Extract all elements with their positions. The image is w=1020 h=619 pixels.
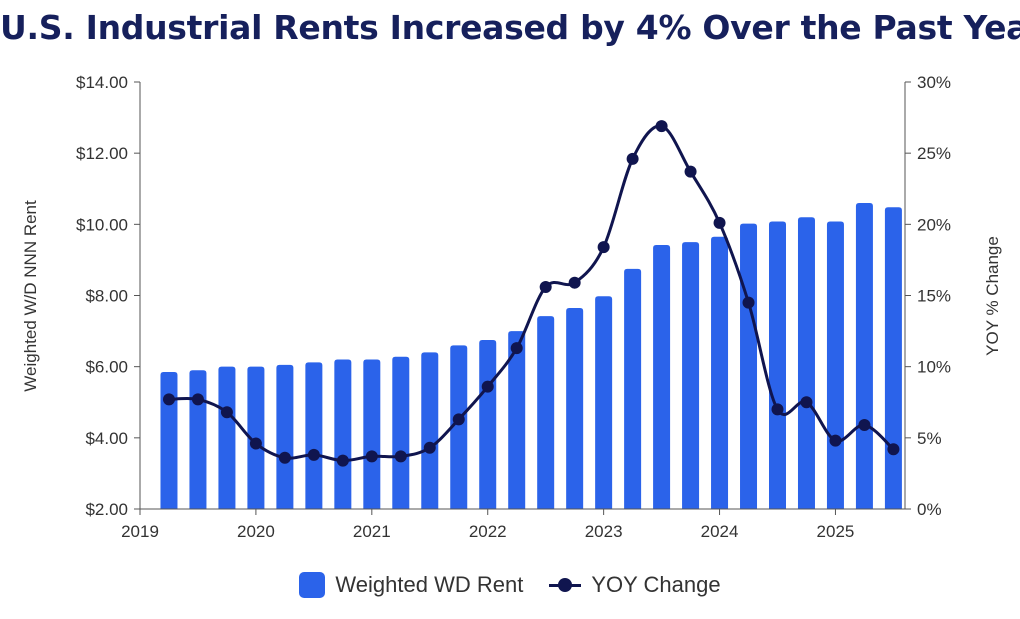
rent-bar	[566, 307, 584, 509]
rent-bar	[653, 244, 671, 509]
legend-item-yoy[interactable]: YOY Change	[549, 572, 721, 598]
axes-layer	[134, 81, 911, 515]
yoy-point	[220, 406, 233, 419]
yoy-point	[829, 434, 842, 447]
rent-bar	[595, 296, 613, 509]
legend-label-yoy: YOY Change	[591, 572, 721, 597]
yoy-point	[568, 276, 581, 289]
yoy-point	[481, 380, 494, 393]
rent-bar	[363, 359, 381, 509]
rent-bar	[479, 339, 497, 509]
yoy-point	[365, 450, 378, 463]
yoy-point	[423, 441, 436, 454]
rent-bar	[740, 223, 758, 509]
right-tick-label: 20%	[917, 215, 951, 234]
rent-bar	[189, 370, 207, 509]
yoy-point	[626, 152, 639, 165]
x-tick-label: 2022	[469, 522, 507, 541]
rent-bar	[508, 331, 526, 509]
left-axis-title: Weighted W/D NNN Rent	[21, 200, 40, 392]
yoy-point	[713, 216, 726, 229]
left-tick-label: $12.00	[76, 144, 128, 163]
chart-area: $2.00 $4.00 $6.00 $8.00 $10.00 $12.00 $14.00 0%…	[21, 73, 1002, 541]
rent-bar	[421, 352, 439, 509]
yoy-point	[336, 454, 349, 467]
rent-bar	[160, 372, 178, 509]
right-axis-title: YOY % Change	[983, 236, 1002, 356]
rent-bar	[884, 207, 902, 509]
x-tick-label: 2021	[353, 522, 391, 541]
tick-labels-layer: $2.00 $4.00 $6.00 $8.00 $10.00 $12.00 $14.00 0%…	[76, 73, 951, 541]
rent-bar	[797, 217, 815, 509]
yoy-point	[191, 393, 204, 406]
left-tick-label: $10.00	[76, 215, 128, 234]
yoy-point	[510, 342, 523, 355]
rent-bar	[450, 345, 468, 509]
rent-bar	[711, 236, 729, 509]
rent-bar	[334, 359, 352, 509]
yoy-point	[249, 437, 262, 450]
rent-bar	[682, 242, 700, 509]
rent-bar	[769, 221, 786, 509]
yoy-point	[307, 448, 320, 461]
rent-bar	[276, 364, 294, 509]
yoy-point	[800, 396, 813, 409]
x-tick-label: 2023	[585, 522, 623, 541]
legend-item-rent[interactable]: Weighted WD Rent	[299, 572, 523, 598]
right-tick-label: 10%	[917, 358, 951, 377]
right-tick-label: 0%	[917, 500, 942, 519]
yoy-line-layer	[162, 120, 900, 467]
rent-bar	[218, 366, 236, 509]
rent-bar	[624, 268, 642, 509]
left-tick-label: $4.00	[85, 429, 128, 448]
bars-layer	[160, 202, 902, 509]
yoy-point	[684, 165, 697, 178]
left-tick-label: $2.00	[85, 500, 128, 519]
legend: Weighted WD Rent YOY Change	[0, 565, 1020, 605]
rent-bar	[855, 202, 873, 509]
yoy-point	[162, 393, 175, 406]
rent-bar	[826, 221, 844, 509]
left-tick-label: $8.00	[85, 287, 128, 306]
yoy-point	[887, 443, 900, 456]
yoy-point	[655, 120, 668, 133]
legend-label-rent: Weighted WD Rent	[335, 572, 524, 597]
yoy-point	[539, 280, 552, 293]
right-tick-label: 5%	[917, 429, 942, 448]
legend-swatch-bar	[299, 572, 326, 598]
rent-bar	[537, 316, 555, 509]
x-tick-label: 2020	[237, 522, 275, 541]
rent-bar	[305, 362, 323, 509]
legend-swatch-line	[549, 574, 582, 596]
left-tick-label: $14.00	[76, 73, 128, 92]
chart-title: U.S. Industrial Rents Increased by 4% Ov…	[0, 8, 1020, 47]
right-tick-label: 25%	[917, 144, 951, 163]
x-tick-label: 2019	[121, 522, 159, 541]
left-tick-label: $6.00	[85, 358, 128, 377]
yoy-point	[742, 296, 755, 309]
right-tick-label: 30%	[917, 73, 951, 92]
right-tick-label: 15%	[917, 287, 951, 306]
yoy-point	[858, 419, 871, 432]
yoy-point	[771, 403, 784, 416]
rent-bar	[392, 356, 410, 509]
yoy-point	[278, 451, 291, 464]
yoy-point	[597, 241, 610, 254]
x-tick-label: 2024	[701, 522, 739, 541]
x-tick-label: 2025	[817, 522, 855, 541]
yoy-point	[452, 413, 465, 426]
yoy-point	[394, 450, 407, 463]
